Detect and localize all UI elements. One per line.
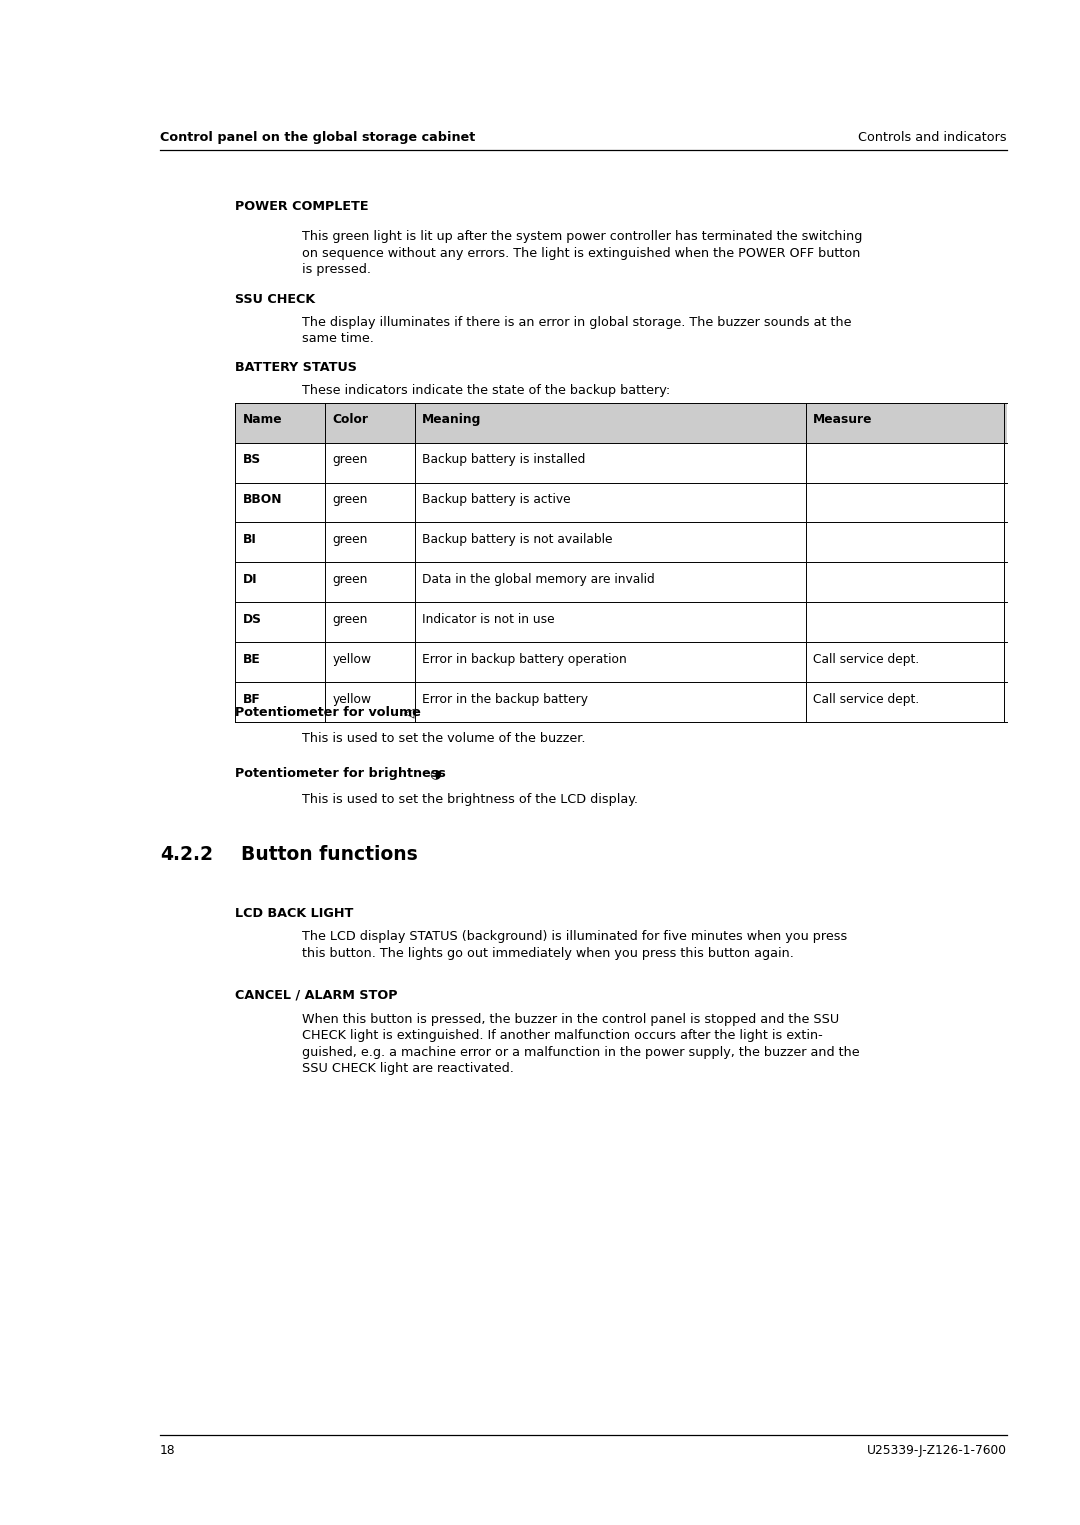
Text: Name: Name bbox=[243, 413, 283, 427]
Text: U25339-J-Z126-1-7600: U25339-J-Z126-1-7600 bbox=[866, 1444, 1007, 1458]
Text: When this button is pressed, the buzzer in the control panel is stopped and the : When this button is pressed, the buzzer … bbox=[302, 1013, 860, 1075]
Text: Color: Color bbox=[333, 413, 368, 427]
Text: SSU CHECK: SSU CHECK bbox=[235, 293, 315, 307]
Text: The display illuminates if there is an error in global storage. The buzzer sound: The display illuminates if there is an e… bbox=[302, 316, 852, 345]
Text: This is used to set the brightness of the LCD display.: This is used to set the brightness of th… bbox=[302, 793, 638, 807]
Text: BATTERY STATUS: BATTERY STATUS bbox=[235, 361, 357, 375]
Text: green: green bbox=[333, 453, 368, 467]
Text: green: green bbox=[333, 613, 368, 627]
Text: 18: 18 bbox=[160, 1444, 175, 1458]
Text: Meaning: Meaning bbox=[422, 413, 482, 427]
Text: 4.2.2: 4.2.2 bbox=[160, 845, 213, 863]
Text: Controls and indicators: Controls and indicators bbox=[858, 131, 1007, 143]
Text: This green light is lit up after the system power controller has terminated the : This green light is lit up after the sys… bbox=[302, 230, 863, 276]
Text: Call service dept.: Call service dept. bbox=[813, 692, 919, 706]
Text: BF: BF bbox=[243, 692, 260, 706]
Text: CANCEL / ALARM STOP: CANCEL / ALARM STOP bbox=[235, 988, 397, 1002]
Text: BE: BE bbox=[243, 653, 260, 666]
Text: DS: DS bbox=[243, 613, 261, 627]
Text: Call service dept.: Call service dept. bbox=[813, 653, 919, 666]
Text: BBON: BBON bbox=[243, 493, 283, 506]
Text: yellow: yellow bbox=[333, 653, 372, 666]
Text: POWER COMPLETE: POWER COMPLETE bbox=[235, 200, 369, 214]
Text: Data in the global memory are invalid: Data in the global memory are invalid bbox=[422, 573, 656, 586]
Text: green: green bbox=[333, 573, 368, 586]
Text: ◑: ◑ bbox=[430, 767, 441, 781]
Text: green: green bbox=[333, 493, 368, 506]
Text: DI: DI bbox=[243, 573, 258, 586]
Text: Backup battery is installed: Backup battery is installed bbox=[422, 453, 585, 467]
Text: green: green bbox=[333, 534, 368, 546]
Text: Button functions: Button functions bbox=[241, 845, 418, 863]
Bar bbox=[235, 403, 1007, 442]
Text: ◁: ◁ bbox=[404, 706, 414, 720]
Text: Measure: Measure bbox=[813, 413, 873, 427]
Text: Control panel on the global storage cabinet: Control panel on the global storage cabi… bbox=[160, 131, 475, 143]
Text: yellow: yellow bbox=[333, 692, 372, 706]
Text: Potentiometer for volume: Potentiometer for volume bbox=[235, 706, 421, 720]
Text: The LCD display STATUS (background) is illuminated for five minutes when you pre: The LCD display STATUS (background) is i… bbox=[302, 930, 848, 959]
Text: LCD BACK LIGHT: LCD BACK LIGHT bbox=[235, 907, 354, 921]
Text: Error in backup battery operation: Error in backup battery operation bbox=[422, 653, 627, 666]
Text: These indicators indicate the state of the backup battery:: These indicators indicate the state of t… bbox=[302, 384, 671, 398]
Text: Error in the backup battery: Error in the backup battery bbox=[422, 692, 589, 706]
Text: Potentiometer for brightness: Potentiometer for brightness bbox=[235, 767, 446, 781]
Text: BS: BS bbox=[243, 453, 261, 467]
Text: BI: BI bbox=[243, 534, 257, 546]
Text: Indicator is not in use: Indicator is not in use bbox=[422, 613, 555, 627]
Text: Backup battery is not available: Backup battery is not available bbox=[422, 534, 612, 546]
Text: Backup battery is active: Backup battery is active bbox=[422, 493, 571, 506]
Text: This is used to set the volume of the buzzer.: This is used to set the volume of the bu… bbox=[302, 732, 586, 746]
